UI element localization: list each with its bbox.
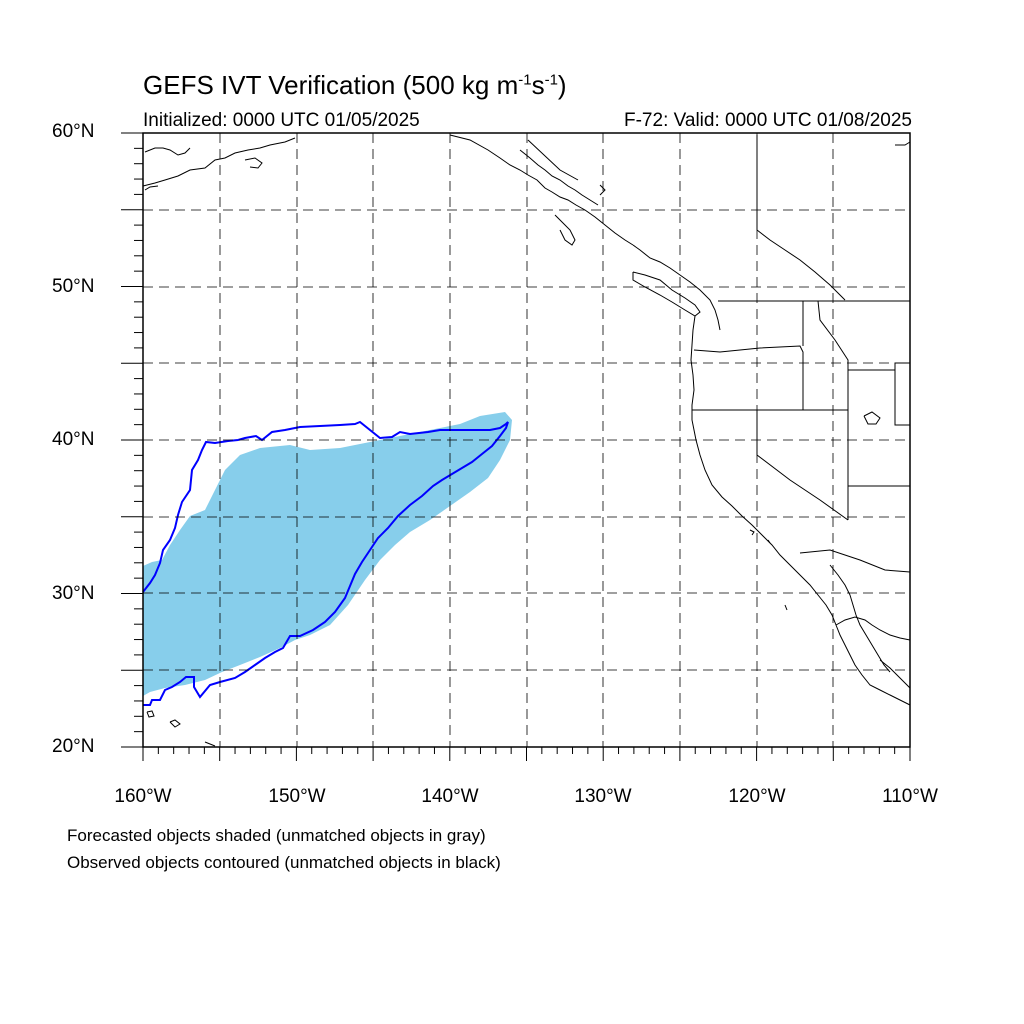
lat-label-20n: 20°N: [52, 736, 95, 757]
lon-label-130w: 130°W: [574, 786, 632, 807]
valid-time-label: F-72: Valid: 0000 UTC 01/08/2025: [624, 110, 912, 131]
observed-note: Observed objects contoured (unmatched ob…: [67, 853, 501, 872]
lon-label-150w: 150°W: [268, 786, 326, 807]
lat-label-50n: 50°N: [52, 276, 95, 297]
title-text: GEFS IVT Verification (500 kg m: [143, 70, 519, 100]
lat-label-30n: 30°N: [52, 583, 95, 604]
title-exponent-2: -1: [544, 71, 558, 89]
title-close: ): [557, 70, 567, 100]
axis-ticks: [121, 132, 911, 761]
forecast-object-shading: [143, 412, 512, 696]
lon-label-140w: 140°W: [421, 786, 479, 807]
observed-object-contour: [142, 420, 509, 706]
lon-label-110w: 110°W: [882, 786, 938, 807]
grid-lines: [143, 133, 910, 747]
forecast-note: Forecasted objects shaded (unmatched obj…: [67, 826, 486, 845]
coastlines: [142, 134, 911, 747]
lat-label-60n: 60°N: [52, 121, 95, 142]
political-boundaries: [527, 135, 911, 573]
map-title: GEFS IVT Verification (500 kg m-1s-1): [143, 70, 567, 101]
title-exponent-1: -1: [518, 71, 532, 89]
lat-label-40n: 40°N: [52, 429, 95, 450]
title-text-s: s: [531, 70, 545, 100]
lon-label-120w: 120°W: [728, 786, 786, 807]
lon-label-160w: 160°W: [114, 786, 172, 807]
initialized-label: Initialized: 0000 UTC 01/05/2025: [143, 110, 420, 131]
